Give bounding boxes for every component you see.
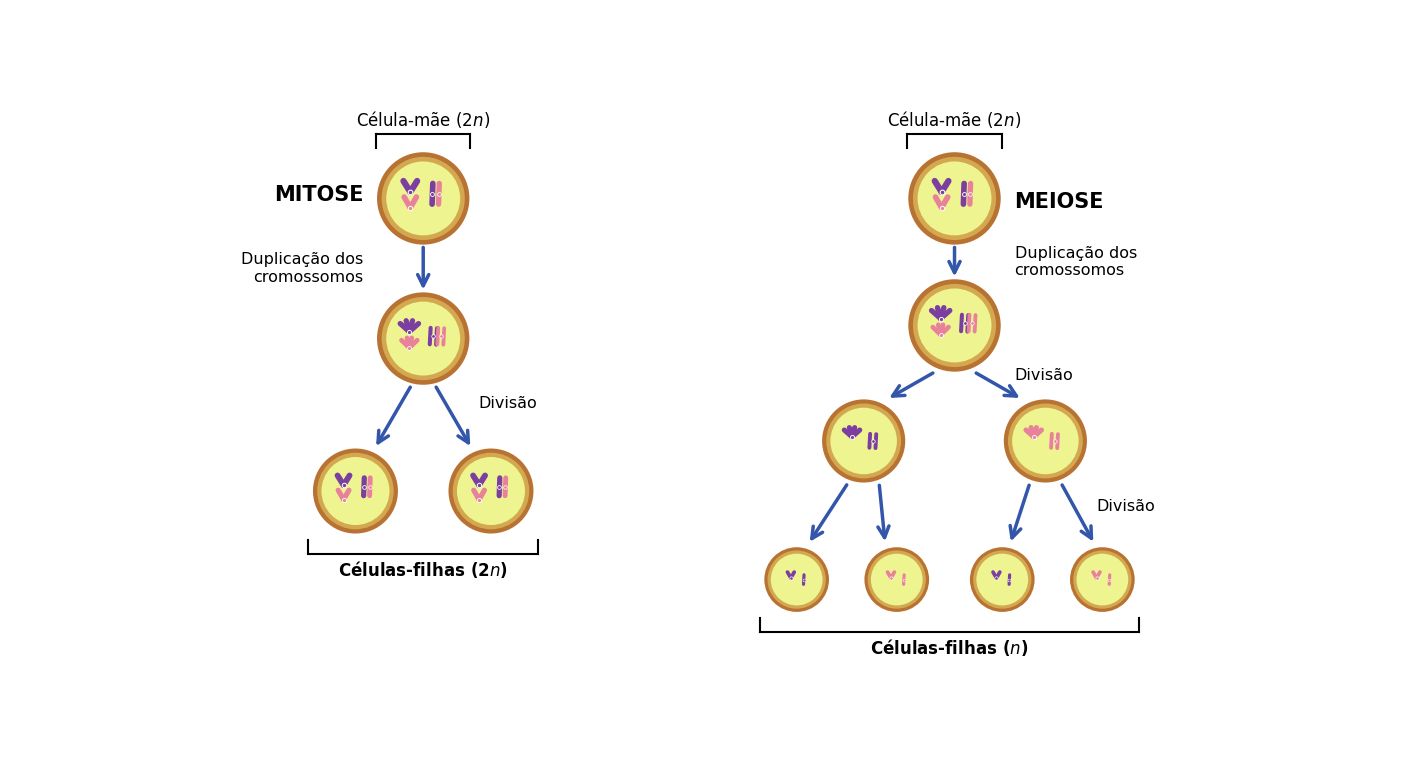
Text: Células-filhas (2$\it{n}$): Células-filhas (2$\it{n}$): [339, 559, 509, 580]
Circle shape: [913, 157, 996, 240]
Text: Divisão: Divisão: [1097, 499, 1155, 514]
Circle shape: [1003, 399, 1087, 482]
Circle shape: [452, 453, 529, 529]
Circle shape: [976, 554, 1029, 605]
Text: MEIOSE: MEIOSE: [1015, 192, 1104, 212]
Text: Células-filhas ($\it{n}$): Células-filhas ($\it{n}$): [870, 637, 1029, 658]
Circle shape: [377, 293, 469, 385]
Circle shape: [918, 161, 992, 235]
Text: Célula-mãe (2$\it{n}$): Célula-mãe (2$\it{n}$): [356, 109, 490, 130]
Circle shape: [871, 554, 922, 605]
Circle shape: [867, 551, 925, 609]
Circle shape: [1007, 403, 1083, 478]
Text: Duplicação dos
cromossomos: Duplicação dos cromossomos: [241, 253, 363, 285]
Text: MITOSE: MITOSE: [273, 184, 363, 204]
Circle shape: [448, 449, 533, 534]
Circle shape: [322, 457, 390, 525]
Circle shape: [456, 457, 524, 525]
Circle shape: [913, 284, 996, 367]
Circle shape: [377, 152, 469, 245]
Circle shape: [1077, 554, 1128, 605]
Circle shape: [973, 551, 1032, 609]
Circle shape: [864, 548, 930, 612]
Circle shape: [1073, 551, 1131, 609]
Text: Célula-mãe (2$\it{n}$): Célula-mãe (2$\it{n}$): [887, 109, 1022, 130]
Circle shape: [381, 297, 465, 380]
Circle shape: [908, 280, 1000, 372]
Circle shape: [830, 408, 897, 474]
Circle shape: [822, 399, 905, 482]
Circle shape: [387, 161, 461, 235]
Circle shape: [826, 403, 901, 478]
Circle shape: [317, 453, 394, 529]
Circle shape: [1012, 408, 1078, 474]
Text: Divisão: Divisão: [1015, 368, 1073, 383]
Circle shape: [908, 152, 1000, 245]
Circle shape: [768, 551, 826, 609]
Circle shape: [1070, 548, 1135, 612]
Circle shape: [969, 548, 1034, 612]
Circle shape: [387, 302, 461, 376]
Circle shape: [771, 554, 822, 605]
Text: Duplicação dos
cromossomos: Duplicação dos cromossomos: [1015, 246, 1136, 278]
Circle shape: [918, 289, 992, 362]
Circle shape: [313, 449, 398, 534]
Circle shape: [764, 548, 829, 612]
Circle shape: [381, 157, 465, 240]
Text: Divisão: Divisão: [479, 396, 537, 411]
